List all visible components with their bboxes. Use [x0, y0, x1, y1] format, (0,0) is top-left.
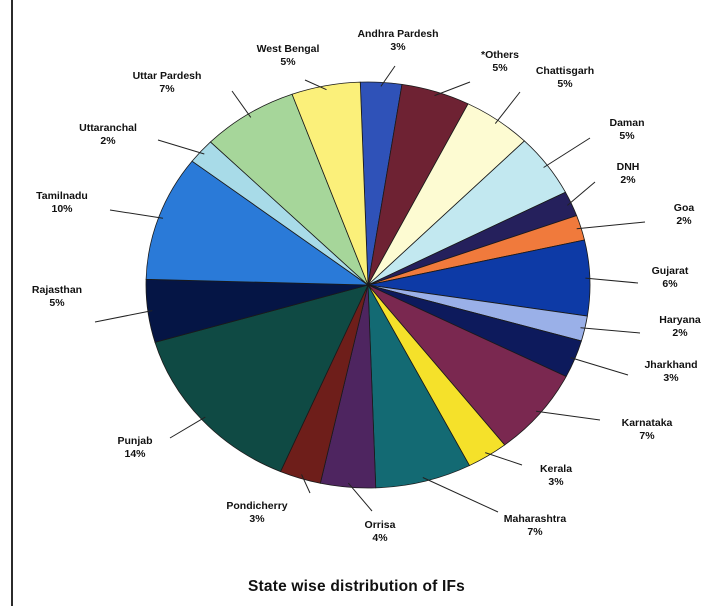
leader-line-uttar-pardesh	[231, 90, 252, 118]
pie-slice-punjab	[154, 284, 369, 473]
leader-line-andhra-pardesh	[380, 65, 396, 87]
pie-slice-tamilnadu	[145, 160, 370, 286]
leader-line-west-bengal	[304, 79, 327, 91]
slice-label-haryana: Haryana	[659, 314, 701, 326]
slice-value-chattisgarh: 5%	[557, 78, 573, 90]
slice-label-chattisgarh: Chattisgarh	[536, 65, 594, 77]
slice-value-others: 5%	[492, 62, 508, 74]
slice-value-karnataka: 7%	[639, 430, 655, 442]
leader-line-uttaranchal	[157, 139, 205, 155]
slice-label-kerala: Kerala	[540, 463, 572, 475]
leader-line-dnh	[567, 181, 596, 206]
leader-line-kerala	[485, 452, 523, 466]
slice-label-tamilnadu: Tamilnadu	[36, 190, 88, 202]
slice-label-orrisa: Orrisa	[365, 519, 396, 531]
slice-value-jharkhand: 3%	[663, 372, 679, 384]
leader-line-pondicherry	[301, 474, 311, 494]
slice-label-rajasthan: Rajasthan	[32, 284, 82, 296]
slice-label-goa: Goa	[674, 202, 695, 214]
leader-line-daman	[543, 137, 591, 168]
slice-label-west-bengal: West Bengal	[257, 43, 320, 55]
slice-label-jharkhand: Jharkhand	[644, 359, 697, 371]
slice-label-dnh: DNH	[617, 161, 640, 173]
slice-label-maharashtra: Maharashtra	[504, 513, 567, 525]
slice-label-uttaranchal: Uttaranchal	[79, 122, 137, 134]
leader-line-rajasthan	[94, 310, 153, 323]
pie-slice-west-bengal	[291, 81, 369, 286]
leader-line-chattisgarh	[494, 91, 521, 124]
slice-value-goa: 2%	[676, 215, 692, 227]
leader-line-punjab	[169, 416, 206, 439]
slice-value-pondicherry: 3%	[249, 513, 265, 525]
slice-value-gujarat: 6%	[662, 278, 678, 290]
slice-label-others: *Others	[481, 49, 519, 61]
leader-line-others	[434, 81, 471, 97]
slice-label-karnataka: Karnataka	[622, 417, 673, 429]
slice-label-daman: Daman	[609, 117, 644, 129]
slice-value-west-bengal: 5%	[280, 56, 296, 68]
slice-label-gujarat: Gujarat	[652, 265, 689, 277]
slice-label-andhra-pardesh: Andhra Pardesh	[357, 28, 438, 40]
slice-value-dnh: 2%	[620, 174, 636, 186]
leader-line-goa	[576, 221, 646, 230]
slice-label-punjab: Punjab	[117, 435, 152, 447]
slice-value-rajasthan: 5%	[49, 297, 65, 309]
slice-value-daman: 5%	[619, 130, 635, 142]
leader-line-karnataka	[536, 410, 601, 421]
slice-value-kerala: 3%	[548, 476, 564, 488]
leader-line-maharashtra	[422, 477, 499, 513]
slice-value-uttaranchal: 2%	[100, 135, 116, 147]
leader-line-haryana	[580, 327, 641, 334]
slice-value-tamilnadu: 10%	[51, 203, 73, 215]
slice-value-punjab: 14%	[124, 448, 146, 460]
slice-label-uttar-pardesh: Uttar Pardesh	[133, 70, 202, 82]
slice-value-maharashtra: 7%	[527, 526, 543, 538]
leader-line-jharkhand	[570, 357, 629, 376]
slice-value-andhra-pardesh: 3%	[390, 41, 406, 53]
slice-value-haryana: 2%	[672, 327, 688, 339]
slice-value-uttar-pardesh: 7%	[159, 83, 175, 95]
page-border-line	[11, 0, 13, 606]
slice-value-orrisa: 4%	[372, 532, 388, 544]
slice-label-pondicherry: Pondicherry	[226, 500, 287, 512]
leader-line-orrisa	[347, 482, 373, 512]
chart-title: State wise distribution of IFs	[248, 578, 465, 595]
leader-line-tamilnadu	[109, 209, 164, 219]
leader-line-gujarat	[585, 277, 639, 284]
